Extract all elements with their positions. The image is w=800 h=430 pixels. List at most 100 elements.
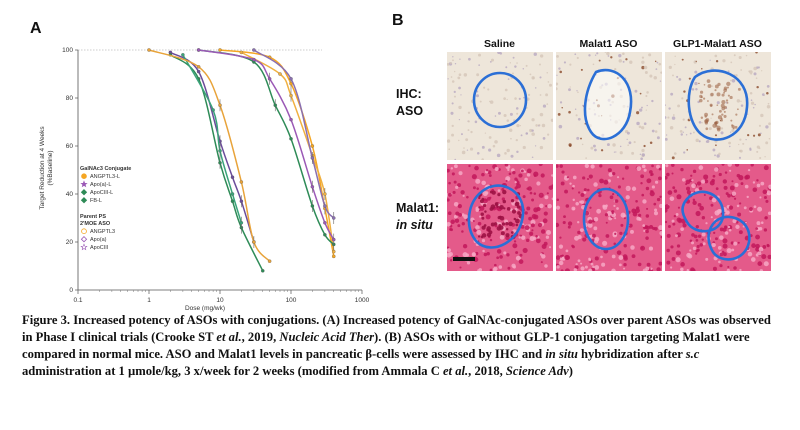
tissue-speck — [767, 102, 770, 105]
cell-nucleus — [571, 244, 574, 248]
cell-nucleus — [518, 236, 521, 239]
cell-nucleus — [530, 223, 535, 228]
tissue-speck — [563, 61, 567, 64]
cell-nucleus — [763, 261, 769, 267]
data-point — [289, 117, 293, 122]
cell-nucleus — [588, 219, 593, 224]
caption-part6: , 2018, — [468, 364, 506, 378]
tissue-speck — [596, 52, 599, 55]
tissue-speck — [730, 79, 732, 82]
cell-nucleus — [613, 204, 616, 208]
cell-nucleus — [760, 181, 765, 186]
cell-nucleus — [758, 226, 763, 231]
cell-nucleus — [731, 180, 734, 183]
data-point — [252, 48, 256, 52]
cell-nucleus — [648, 246, 654, 251]
cell-nucleus — [481, 180, 486, 186]
cell-nucleus — [739, 202, 742, 205]
cell-nucleus — [540, 261, 543, 264]
cell-nucleus — [537, 222, 543, 228]
cell-nucleus — [599, 178, 604, 184]
cell-nucleus — [695, 224, 699, 229]
cell-nucleus — [722, 252, 727, 257]
tissue-speck — [738, 143, 740, 146]
tissue-speck — [757, 66, 760, 69]
cell-nucleus — [712, 174, 716, 178]
tissue-speck — [594, 54, 597, 56]
tissue-speck — [641, 65, 645, 70]
stain-speck — [730, 119, 733, 122]
data-point — [218, 103, 222, 107]
cell-nucleus — [634, 208, 640, 214]
cell-nucleus — [718, 172, 722, 177]
cell-nucleus — [673, 214, 677, 218]
tissue-speck — [460, 94, 462, 96]
cell-nucleus — [450, 228, 454, 232]
cell-nucleus — [616, 250, 622, 255]
tissue-speck — [753, 66, 757, 71]
tissue-speck — [531, 156, 534, 159]
data-point — [323, 221, 327, 225]
tissue-speck — [738, 156, 742, 159]
column-label-malat1-aso: Malat1 ASO — [579, 38, 638, 50]
cell-nucleus — [504, 164, 509, 167]
tissue-speck — [496, 153, 501, 158]
cell-nucleus — [641, 246, 644, 249]
cell-nucleus — [475, 178, 481, 184]
cell-nucleus — [665, 164, 669, 168]
tissue-speck — [766, 92, 769, 95]
row-label-ihc-line2: ASO — [396, 104, 424, 118]
stain-speck — [725, 99, 729, 102]
cell-nucleus — [566, 176, 570, 179]
tissue-speck — [651, 99, 654, 103]
data-point — [323, 233, 327, 237]
cell-nucleus — [645, 229, 649, 234]
tissue-speck — [640, 157, 643, 160]
cell-nucleus — [763, 195, 767, 200]
tissue-speck — [760, 132, 762, 135]
cell-nucleus — [593, 182, 598, 187]
cell-nucleus — [611, 254, 616, 259]
tissue-speck — [546, 103, 549, 105]
tissue-speck — [619, 145, 622, 148]
data-point — [196, 69, 201, 74]
islet-nucleus — [484, 210, 487, 213]
tissue-speck — [531, 76, 535, 80]
tissue-speck — [585, 157, 587, 159]
tissue-speck — [512, 72, 514, 75]
cell-nucleus — [580, 262, 583, 265]
cell-nucleus — [447, 211, 452, 216]
stain-speck — [734, 125, 738, 129]
cell-nucleus — [616, 176, 620, 179]
stain-speck — [723, 86, 728, 90]
tissue-speck — [516, 150, 519, 154]
cell-nucleus — [579, 228, 584, 233]
tissue-speck — [476, 73, 480, 77]
tissue-speck — [667, 116, 670, 119]
cell-nucleus — [592, 233, 596, 238]
cell-nucleus — [569, 182, 572, 185]
tissue-speck — [627, 144, 629, 146]
series-curve — [169, 54, 264, 272]
cell-nucleus — [645, 214, 650, 218]
cell-nucleus — [717, 246, 722, 250]
tissue-speck — [492, 144, 496, 148]
tissue-speck — [516, 124, 520, 128]
tissue-speck — [489, 60, 492, 63]
stain-speck — [723, 114, 727, 118]
cell-nucleus — [762, 244, 767, 249]
cell-nucleus — [588, 257, 591, 261]
x-tick-label: 1000 — [355, 297, 370, 304]
tissue-speck — [714, 54, 718, 58]
tissue-speck — [649, 141, 653, 144]
tissue-speck — [531, 129, 534, 132]
cell-nucleus — [755, 234, 760, 240]
tissue-speck — [636, 121, 640, 126]
cell-nucleus — [565, 204, 570, 208]
tissue-speck — [629, 60, 633, 64]
cell-nucleus — [675, 213, 679, 216]
cell-nucleus — [734, 182, 739, 188]
tissue-speck — [600, 149, 604, 152]
legend-entry-label: FB-L — [90, 198, 102, 204]
tissue-speck — [656, 61, 659, 64]
